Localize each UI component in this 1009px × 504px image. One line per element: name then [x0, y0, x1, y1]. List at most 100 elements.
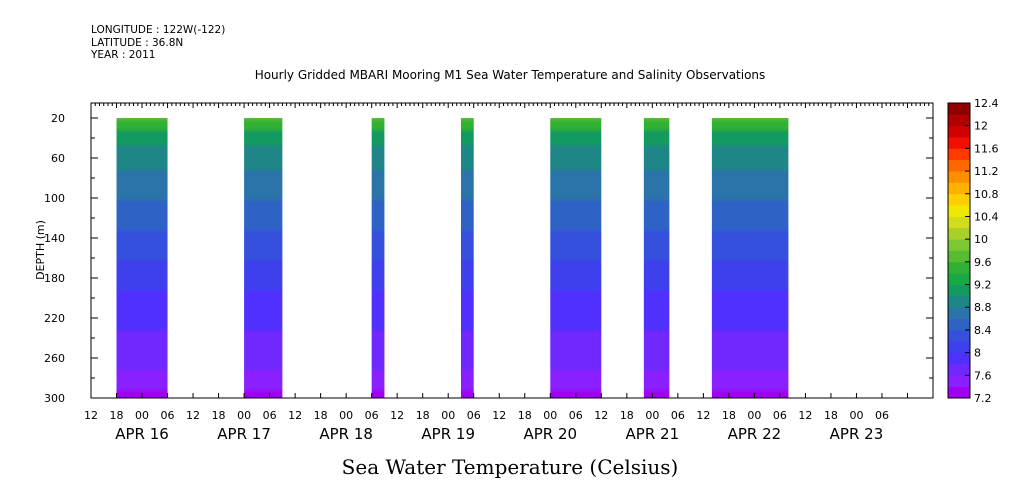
longitude-label: LONGITUDE : 122W(-122): [91, 24, 226, 36]
colorbar-swatch: [948, 273, 970, 285]
x-day-label: APR 22: [728, 425, 782, 443]
x-hour-tick-label: 12: [696, 409, 710, 422]
x-hour-tick-label: 06: [365, 409, 379, 422]
colorbar-label: 12.4: [974, 97, 999, 110]
x-hour-tick-label: 12: [84, 409, 98, 422]
colorbar-swatch: [948, 284, 970, 297]
data-segment: [643, 118, 670, 398]
data-segment: [116, 118, 168, 398]
x-hour-tick-label: 00: [339, 409, 353, 422]
x-hour-tick-label: 00: [645, 409, 659, 422]
year-label: YEAR : 2011: [91, 49, 156, 61]
x-hour-tick-label: 06: [773, 409, 787, 422]
x-hour-tick-label: 00: [849, 409, 863, 422]
colorbar-swatch: [948, 171, 970, 183]
data-segment: [460, 118, 474, 398]
x-hour-tick-label: 18: [620, 409, 634, 422]
colorbar-label: 10.4: [974, 210, 999, 223]
colorbar-label: 8.8: [974, 301, 992, 314]
colorbar-swatch: [948, 250, 970, 263]
x-hour-tick-label: 00: [237, 409, 251, 422]
colorbar-swatch: [948, 329, 970, 342]
data-segment: [371, 118, 385, 398]
colorbar-swatch: [948, 216, 970, 229]
colorbar-label: 11.6: [974, 142, 999, 155]
colorbar-swatch: [948, 227, 970, 240]
latitude-label: LATITUDE : 36.8N: [91, 36, 184, 49]
x-hour-tick-label: 12: [390, 409, 404, 422]
x-hour-tick-label: 06: [671, 409, 685, 422]
x-axis-ticks: 12 18 00 06 12 18 00 06 12 18 00 06 12 18 00 06 12 18 00 06…: [84, 103, 934, 443]
x-hour-tick-label: 06: [161, 409, 175, 422]
colorbar-swatch: [948, 386, 970, 399]
colorbar-swatch: [948, 363, 970, 376]
colorbar-label: 9.2: [974, 279, 992, 292]
x-day-label: APR 18: [319, 425, 373, 443]
y-tick-label: 60: [51, 152, 65, 165]
x-hour-tick-label: 12: [288, 409, 302, 422]
x-day-label: APR 16: [115, 425, 169, 443]
x-hour-tick-label: 18: [722, 409, 736, 422]
colorbar-swatch: [948, 352, 970, 365]
colorbar: 12.4 12 11.6 11.2 10.8 10.4 10 9.6 9.2 8.8 8.4 8 7.6…: [947, 97, 999, 405]
x-hour-tick-label: 06: [875, 409, 889, 422]
y-tick-label: 260: [44, 352, 65, 365]
colorbar-swatch: [948, 193, 970, 206]
colorbar-swatch: [948, 137, 970, 149]
colorbar-swatch: [948, 114, 970, 127]
colorbar-label: 10: [974, 233, 988, 246]
colorbar-label: 8: [974, 347, 981, 360]
x-hour-tick-label: 00: [543, 409, 557, 422]
colorbar-swatch: [948, 261, 970, 274]
x-hour-tick-label: 18: [314, 409, 328, 422]
chart-title: Hourly Gridded MBARI Mooring M1 Sea Wate…: [254, 68, 766, 82]
colorbar-swatch: [948, 205, 970, 217]
y-tick-label: 100: [44, 192, 65, 205]
x-day-label: APR 17: [217, 425, 271, 443]
colorbar-swatch: [948, 318, 970, 331]
x-hour-tick-label: 00: [441, 409, 455, 422]
x-hour-tick-label: 18: [110, 409, 124, 422]
y-tick-label: 220: [44, 312, 65, 325]
y-axis-label: DEPTH (m): [34, 220, 47, 280]
x-day-label: APR 19: [421, 425, 475, 443]
x-hour-tick-label: 00: [747, 409, 761, 422]
metadata-block: LONGITUDE : 122W(-122) LATITUDE : 36.8N …: [91, 24, 225, 62]
y-axis-ticks: 20 60 100 140 180 220 260 300: [44, 112, 933, 405]
colorbar-label: 8.4: [974, 324, 992, 337]
x-day-label: APR 21: [626, 425, 680, 443]
data-segment: [550, 118, 602, 398]
colorbar-label: 11.2: [974, 165, 999, 178]
x-day-label: APR 20: [523, 425, 577, 443]
colorbar-swatch: [948, 239, 970, 251]
colorbar-swatch: [948, 375, 970, 388]
x-hour-tick-label: 00: [135, 409, 149, 422]
plot-frame: [90, 102, 934, 399]
y-tick-label: 20: [51, 112, 65, 125]
x-hour-tick-label: 06: [569, 409, 583, 422]
colorbar-swatch: [948, 307, 970, 319]
colorbar-label: 12: [974, 120, 988, 133]
colorbar-swatch: [948, 159, 970, 172]
x-day-label: APR 23: [830, 425, 884, 443]
x-hour-tick-label: 12: [798, 409, 812, 422]
colorbar-frame: [947, 102, 971, 399]
x-hour-tick-label: 12: [594, 409, 608, 422]
colorbar-swatch: [948, 103, 970, 115]
colorbar-label: 7.2: [974, 392, 992, 405]
y-tick-label: 180: [44, 272, 65, 285]
x-hour-tick-label: 12: [186, 409, 200, 422]
x-hour-tick-label: 18: [212, 409, 226, 422]
data-segments: [116, 118, 789, 398]
x-hour-tick-label: 06: [467, 409, 481, 422]
colorbar-swatch: [948, 148, 970, 161]
x-hour-tick-label: 06: [263, 409, 277, 422]
x-axis-label: Sea Water Temperature (Celsius): [341, 455, 679, 479]
colorbar-swatch: [948, 295, 970, 308]
x-hour-tick-label: 18: [416, 409, 430, 422]
colorbar-swatch: [948, 125, 970, 138]
x-hour-tick-label: 12: [492, 409, 506, 422]
data-segment: [711, 118, 789, 398]
data-segment: [244, 118, 283, 398]
